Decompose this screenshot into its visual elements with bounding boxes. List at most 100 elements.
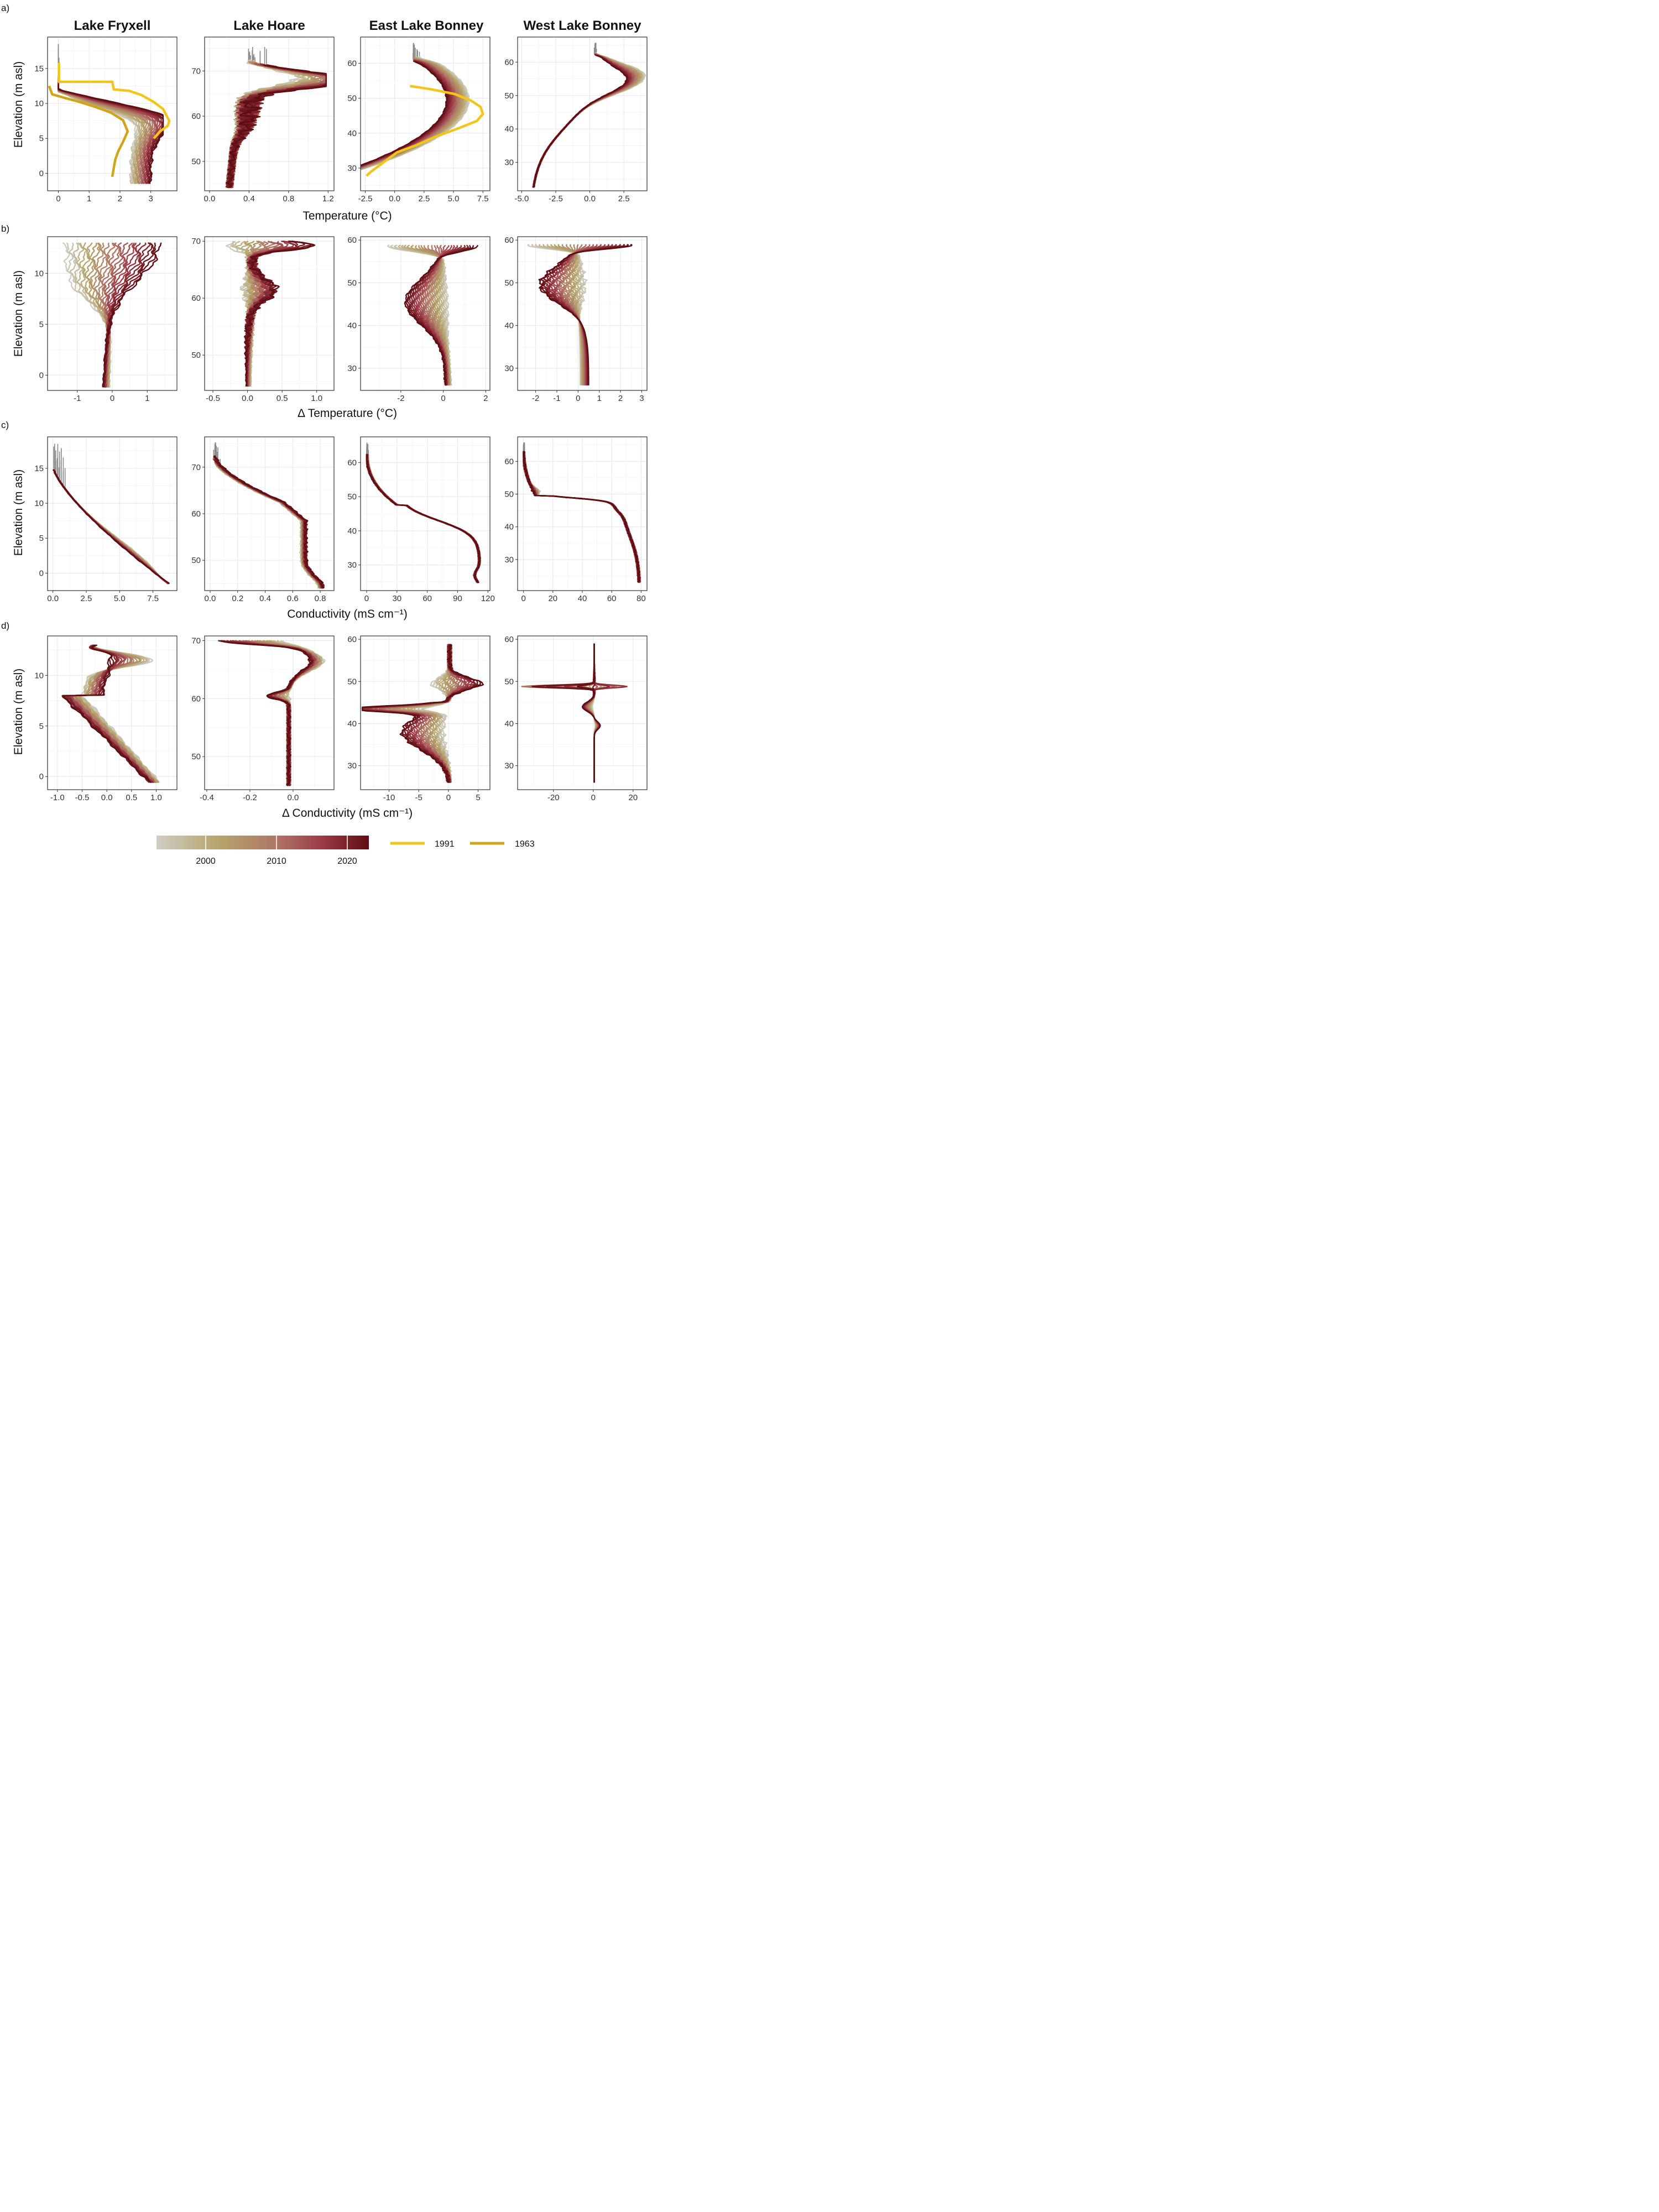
panel-border bbox=[360, 236, 491, 391]
profile-line bbox=[366, 454, 481, 583]
profile-line bbox=[533, 54, 628, 188]
profiles bbox=[61, 644, 160, 784]
figure: a) b) c) d) Lake Fryxell Lake Hoare East… bbox=[1, 3, 648, 866]
profiles bbox=[218, 640, 326, 786]
x-tick-label: -0.2 bbox=[243, 793, 257, 802]
column-title-west-bonney: West Lake Bonney bbox=[524, 18, 642, 33]
gridlines bbox=[518, 237, 647, 390]
y-tick-label: 40 bbox=[347, 526, 357, 536]
panel-b-east-lake-bonney: -2 0 2 30 40 50 60 bbox=[347, 236, 491, 403]
gridlines bbox=[48, 237, 177, 390]
profile-line bbox=[533, 53, 634, 188]
x-tick-label: 7.5 bbox=[477, 194, 489, 204]
historic-line-1991 bbox=[58, 62, 171, 139]
x-tick-label: 0 bbox=[56, 194, 60, 204]
y-tick-label: 40 bbox=[347, 129, 357, 138]
x-tick-label: 2 bbox=[483, 394, 488, 403]
ylabel-row-b: Elevation (m asl) bbox=[12, 270, 25, 357]
profile-line bbox=[366, 454, 481, 583]
x-tick-label: 0.0 bbox=[101, 793, 113, 802]
y-tick-label: 5 bbox=[39, 320, 44, 329]
y-tick-label: 50 bbox=[191, 556, 201, 565]
x-tick-label: 1 bbox=[597, 394, 602, 403]
historic-line-1991 bbox=[366, 85, 484, 177]
x-tick-label: 5 bbox=[476, 793, 480, 802]
y-tick-label: 30 bbox=[347, 364, 357, 373]
profile-line bbox=[366, 453, 481, 583]
column-title-fryxell: Lake Fryxell bbox=[74, 18, 151, 33]
gridlines bbox=[48, 437, 177, 591]
x-tick-label: 0.0 bbox=[204, 194, 216, 204]
x-tick-label: 40 bbox=[578, 594, 587, 603]
y-tick-label: 5 bbox=[39, 534, 44, 543]
panel-border bbox=[517, 236, 648, 391]
profile-line bbox=[532, 54, 629, 188]
xlabel-row-b: Δ Temperature (°C) bbox=[298, 407, 397, 420]
x-tick-label: 0 bbox=[591, 793, 596, 802]
y-tick-label: 10 bbox=[34, 269, 44, 278]
colorbar-label-2000: 2000 bbox=[196, 857, 216, 866]
profile-line bbox=[366, 454, 481, 583]
panel-a-west-lake-bonney: -5.0 -2.5 0.0 2.5 30 40 50 60 bbox=[504, 36, 648, 204]
x-tick-label: 0 bbox=[364, 594, 369, 603]
y-tick-label: 30 bbox=[504, 364, 514, 373]
profile-line bbox=[538, 243, 633, 385]
y-tick-label: 5 bbox=[39, 722, 44, 731]
profile-line bbox=[366, 453, 481, 583]
x-tick-label: 1.0 bbox=[311, 394, 322, 403]
xlabel-row-c: Conductivity (mS cm⁻¹) bbox=[287, 608, 408, 620]
x-tick-label: 1 bbox=[87, 194, 91, 204]
x-tick-label: -2 bbox=[397, 394, 404, 403]
panel-border bbox=[517, 635, 648, 790]
panel-c-lake-fryxell: 0.0 2.5 5.0 7.5 0 5 10 15 bbox=[34, 436, 178, 603]
y-tick-label: 30 bbox=[347, 761, 357, 771]
ice-spikes bbox=[248, 46, 267, 65]
profile-line bbox=[533, 53, 634, 188]
x-tick-label: -5.0 bbox=[514, 194, 529, 204]
y-tick-label: 60 bbox=[347, 59, 357, 68]
xlabel-row-d: Δ Conductivity (mS cm⁻¹) bbox=[282, 807, 413, 820]
historic-line-1963 bbox=[48, 85, 129, 178]
profile-line bbox=[366, 453, 481, 583]
y-tick-label: 10 bbox=[34, 671, 44, 680]
profile-line bbox=[405, 245, 474, 386]
plot-area bbox=[366, 442, 481, 583]
plot-area bbox=[212, 442, 325, 589]
profile-line bbox=[366, 453, 481, 583]
xlabel-row-a: Temperature (°C) bbox=[302, 210, 392, 222]
profile-line bbox=[526, 643, 597, 783]
x-tick-label: 120 bbox=[481, 594, 495, 603]
profile-line bbox=[533, 54, 632, 188]
profile-line bbox=[366, 453, 481, 583]
ice-spikes bbox=[53, 444, 66, 489]
x-tick-label: 0.4 bbox=[259, 594, 271, 603]
column-title-hoare: Lake Hoare bbox=[233, 18, 305, 33]
x-tick-label: 1.0 bbox=[150, 793, 162, 802]
gridlines bbox=[518, 437, 647, 591]
gridlines bbox=[518, 37, 647, 191]
profile-line bbox=[226, 640, 314, 786]
panel-a-lake-hoare: 0.0 0.4 0.8 1.2 50 60 70 bbox=[191, 36, 335, 204]
colorbar-label-2020: 2020 bbox=[337, 857, 357, 866]
x-tick-label: 20 bbox=[548, 594, 557, 603]
y-tick-label: 40 bbox=[504, 523, 514, 532]
profile-line bbox=[583, 643, 610, 783]
x-tick-label: -1 bbox=[553, 394, 560, 403]
profile-line bbox=[58, 85, 164, 184]
x-tick-label: 0.8 bbox=[283, 194, 294, 204]
profile-line bbox=[366, 453, 481, 583]
profile-line bbox=[251, 640, 318, 786]
x-tick-label: 30 bbox=[392, 594, 401, 603]
profile-line bbox=[532, 53, 639, 188]
profile-line bbox=[102, 242, 162, 388]
x-tick-label: 0.2 bbox=[232, 594, 243, 603]
gridlines bbox=[518, 636, 647, 790]
profile-line bbox=[248, 640, 319, 786]
plot-area bbox=[362, 644, 484, 784]
y-tick-label: 30 bbox=[504, 761, 514, 771]
profile-line bbox=[213, 455, 324, 589]
profile-line bbox=[533, 54, 632, 188]
profile-line bbox=[591, 643, 623, 783]
x-tick-label: 0.8 bbox=[315, 594, 326, 603]
panel-border bbox=[360, 436, 491, 591]
